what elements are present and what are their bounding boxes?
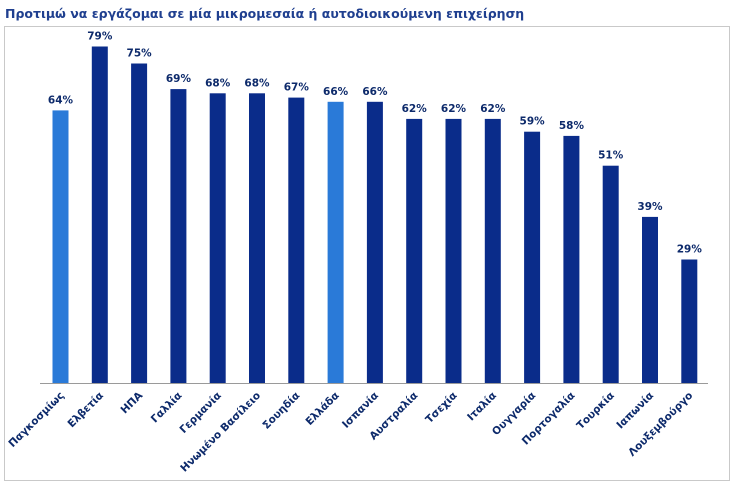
x-tick-label: Ισπανία	[340, 390, 381, 431]
bar	[170, 89, 187, 383]
x-tick-label: Σουηδία	[260, 390, 302, 432]
data-label: 68%	[244, 77, 270, 89]
x-tick-label: Παγκοσμίως	[6, 390, 66, 450]
x-tick-label: Ιταλία	[465, 390, 499, 424]
bar	[524, 131, 541, 383]
data-label: 64%	[48, 94, 74, 106]
data-label: 68%	[205, 77, 231, 89]
data-label: 29%	[677, 244, 703, 256]
x-tick-label: Ηνωμένο Βασίλειο	[178, 390, 263, 475]
x-tick-label: Τουρκία	[575, 390, 617, 432]
x-tick-label: Ιαπωνία	[614, 390, 656, 432]
bar	[563, 135, 580, 383]
bar	[642, 216, 658, 383]
bar	[209, 93, 226, 384]
data-label: 62%	[441, 103, 467, 115]
bar	[131, 63, 148, 383]
bar	[602, 165, 619, 383]
data-label: 79%	[87, 31, 113, 43]
data-label: 75%	[127, 48, 153, 60]
bar	[52, 110, 69, 384]
x-tick-label: Ελλάδα	[303, 390, 341, 428]
data-label: 59%	[520, 116, 546, 128]
x-tick-label: ΗΠΑ	[119, 389, 146, 416]
x-tick-label: Τσεχία	[423, 390, 459, 426]
bar	[366, 101, 383, 384]
bar	[681, 259, 698, 383]
bar	[91, 46, 108, 383]
bar	[445, 118, 462, 384]
bar	[288, 97, 305, 383]
data-label: 39%	[637, 201, 663, 213]
data-label: 51%	[598, 150, 624, 162]
data-label: 62%	[402, 103, 428, 115]
bar	[406, 118, 423, 384]
x-tick-label: Ελβετία	[65, 390, 105, 430]
data-label: 67%	[284, 82, 310, 94]
data-label: 69%	[166, 73, 192, 85]
data-label: 62%	[480, 103, 506, 115]
bar	[327, 101, 344, 384]
bar	[249, 93, 265, 384]
x-tick-label: Γαλλία	[149, 390, 185, 426]
bar	[484, 118, 501, 384]
data-label: 58%	[559, 120, 585, 132]
chart-frame	[4, 26, 730, 481]
data-label: 66%	[323, 86, 349, 98]
chart-title: Προτιμώ να εργάζομαι σε μία μικρομεσαία …	[5, 6, 525, 21]
data-label: 66%	[362, 86, 388, 98]
